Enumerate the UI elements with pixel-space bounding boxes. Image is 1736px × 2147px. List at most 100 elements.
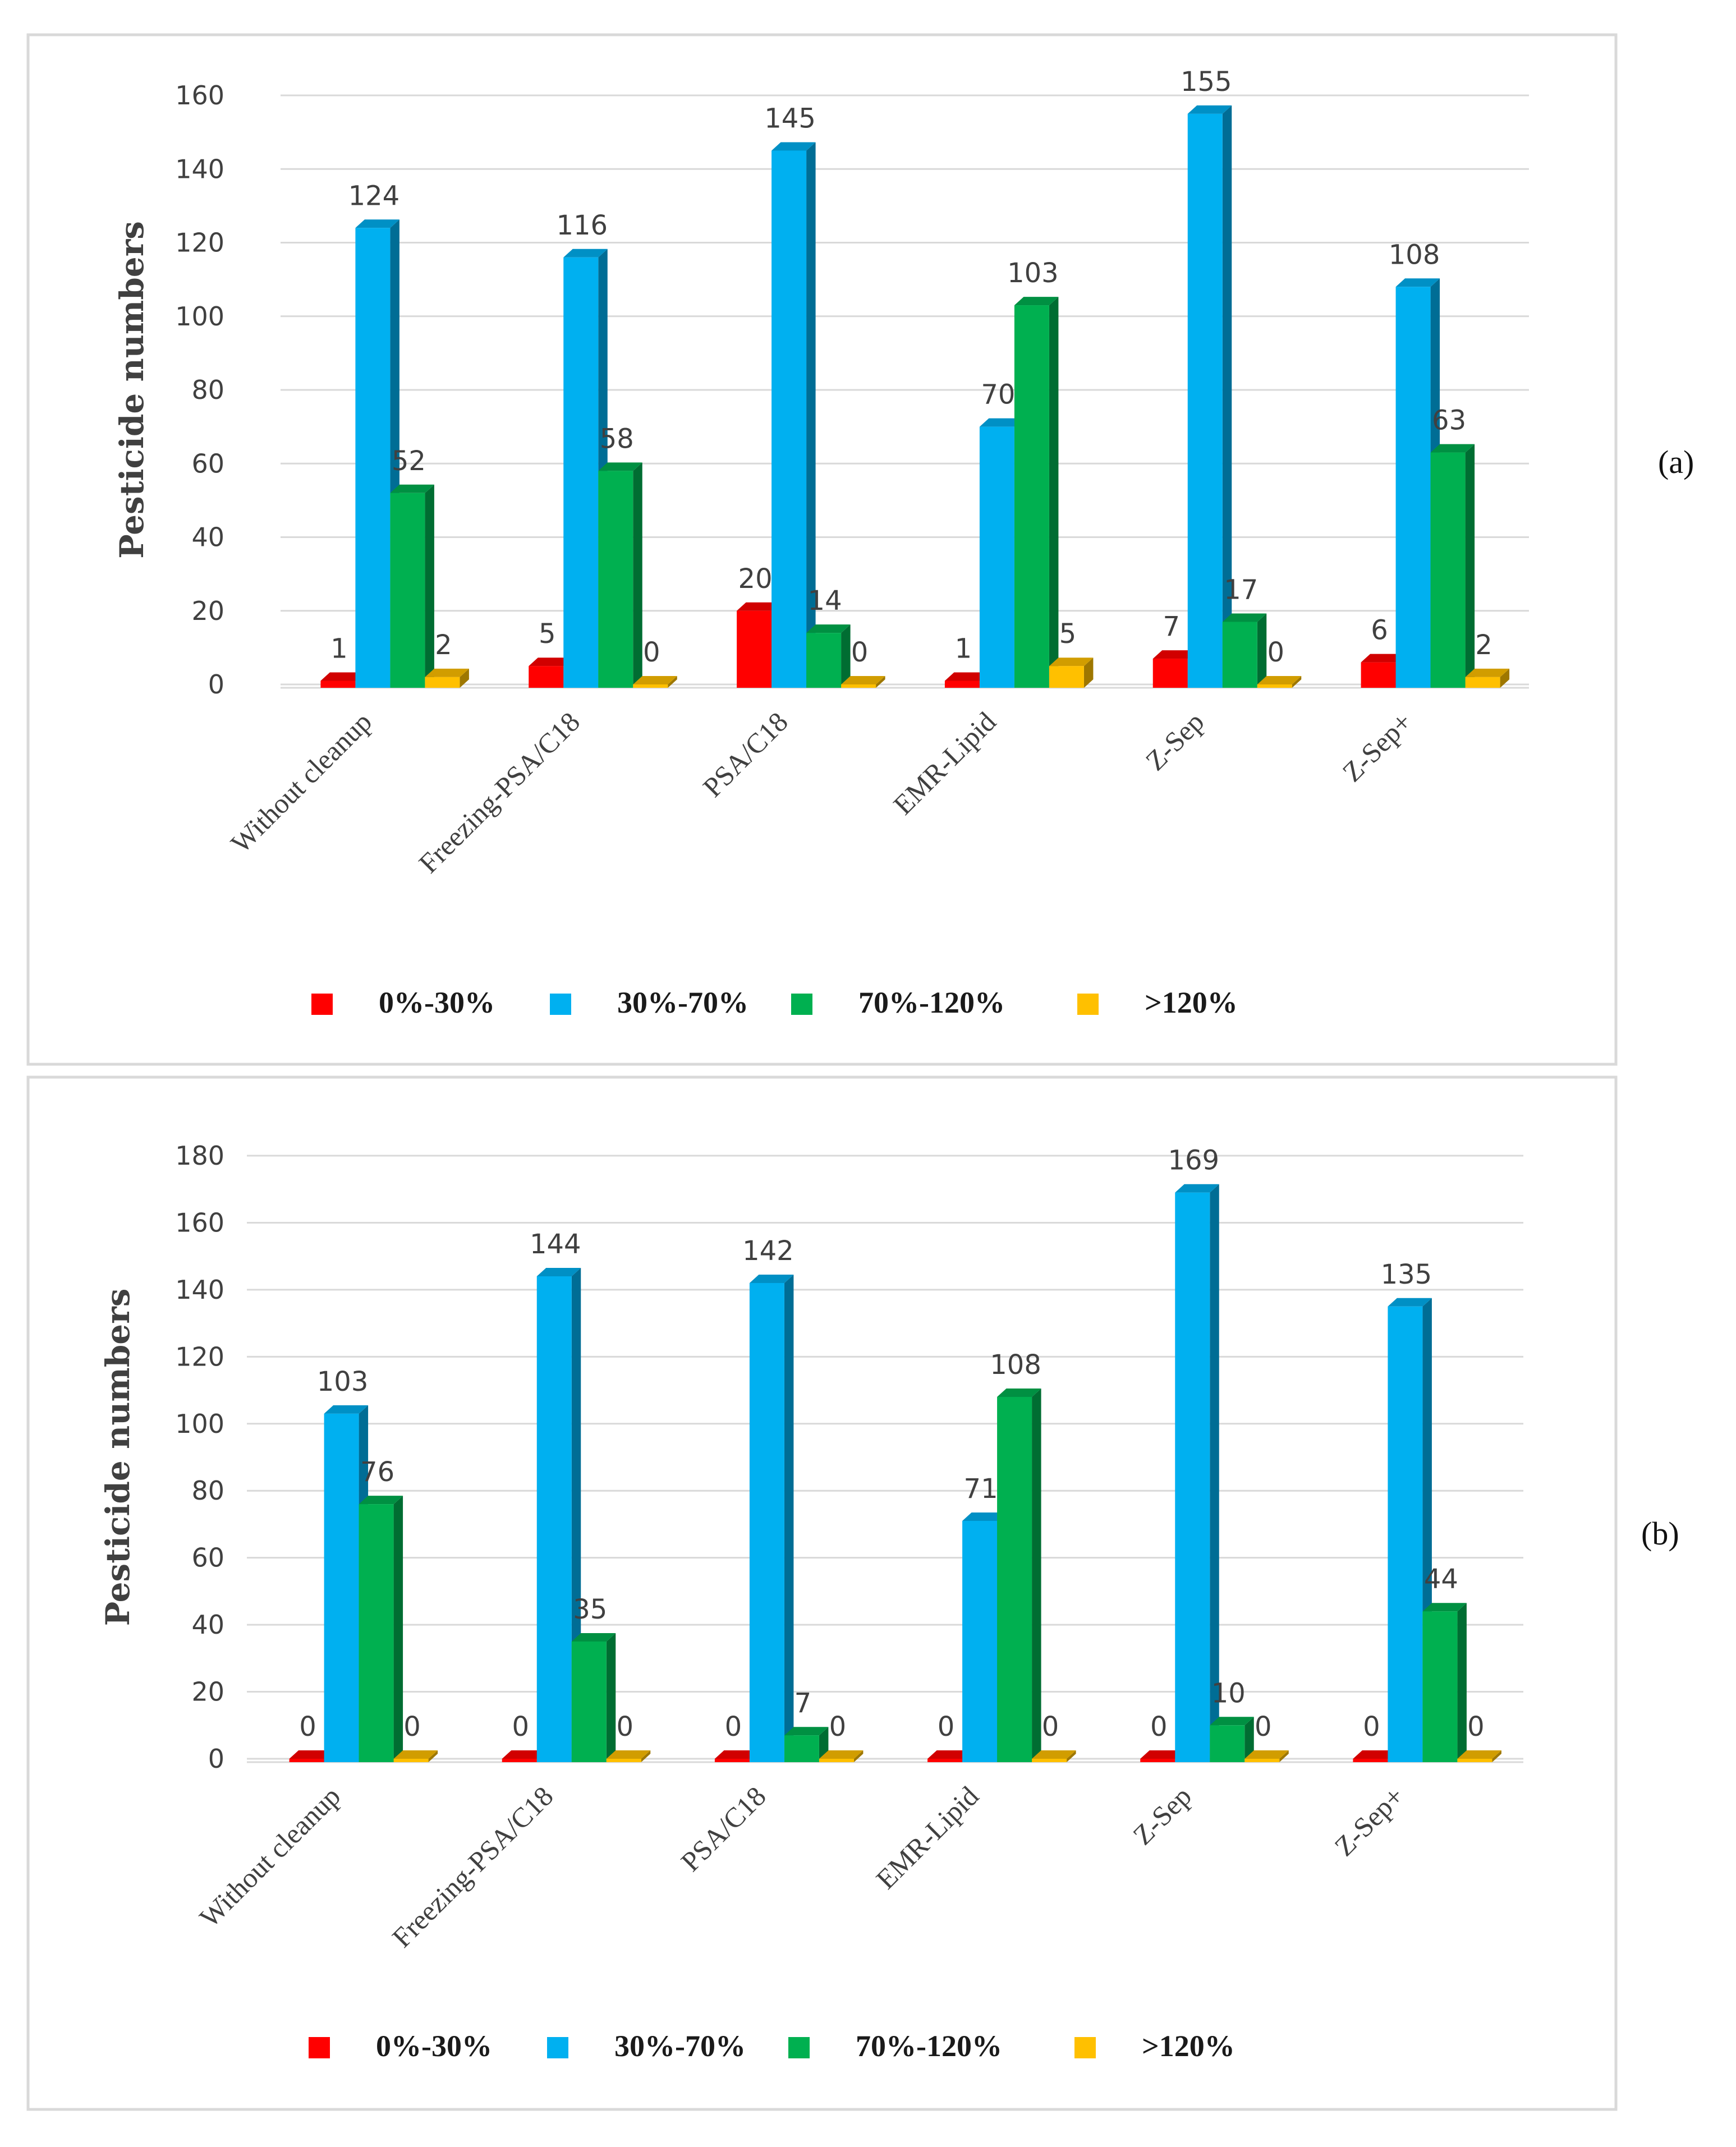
bar-top xyxy=(390,484,434,493)
bar-top xyxy=(359,1496,403,1505)
legend-swatch xyxy=(1077,994,1099,1015)
y-tick-label: 60 xyxy=(191,1543,224,1573)
bar-top xyxy=(355,219,399,228)
y-tick-label: 120 xyxy=(175,1341,224,1372)
bar-0-30- xyxy=(714,1759,750,1762)
bar-top xyxy=(1140,1750,1184,1759)
legend-label: 0%-30% xyxy=(379,986,495,1019)
data-label: 70 xyxy=(981,379,1015,411)
data-label: 71 xyxy=(964,1473,998,1505)
data-label: 7 xyxy=(1163,611,1180,642)
bar-side xyxy=(784,1274,794,1762)
y-tick-label: 0 xyxy=(208,669,224,700)
data-label: 5 xyxy=(1059,618,1077,650)
data-label: 0 xyxy=(403,1711,421,1743)
bar-top xyxy=(1422,1603,1467,1612)
bar-30-70- xyxy=(962,1520,998,1762)
legend-label: 70%-120% xyxy=(856,2029,1002,2063)
bar-top xyxy=(324,1405,369,1414)
data-label: 0 xyxy=(1467,1711,1485,1743)
bar-side xyxy=(1032,1389,1041,1762)
bar-top xyxy=(1457,1750,1501,1759)
y-axis-label: Pesticide numbers xyxy=(113,221,151,559)
data-label: 142 xyxy=(742,1235,794,1267)
bar-top xyxy=(606,1750,651,1759)
data-label: 116 xyxy=(556,210,608,241)
data-label: 108 xyxy=(1389,239,1440,270)
y-tick-label: 40 xyxy=(191,522,224,553)
bar-0-30- xyxy=(1353,1759,1388,1762)
data-label: 1 xyxy=(955,633,972,664)
data-label: 17 xyxy=(1224,574,1258,605)
legend-label: >120% xyxy=(1142,2029,1235,2063)
bar-top xyxy=(1244,1750,1289,1759)
data-label: 20 xyxy=(738,563,773,595)
bar-30-70- xyxy=(324,1413,359,1762)
data-label: 35 xyxy=(573,1594,607,1625)
bar-70-120- xyxy=(571,1641,607,1762)
data-label: 58 xyxy=(600,423,634,454)
y-tick-label: 140 xyxy=(175,1275,224,1305)
bar--120- xyxy=(633,684,668,688)
bar-side xyxy=(1257,613,1267,688)
data-label: 103 xyxy=(317,1366,369,1397)
bar-top xyxy=(1395,278,1440,287)
legend-swatch xyxy=(788,2037,810,2058)
bar-0-30- xyxy=(529,666,564,688)
legend-label: 30%-70% xyxy=(617,986,748,1019)
data-label: 0 xyxy=(829,1711,847,1743)
y-tick-label: 20 xyxy=(191,596,224,626)
panel-label-b-text: (b) xyxy=(1641,1515,1679,1552)
panel-label-a-text: (a) xyxy=(1658,444,1694,480)
bar-top xyxy=(289,1750,334,1759)
bar-top xyxy=(1388,1298,1432,1307)
bar-side xyxy=(1222,105,1232,688)
bar-side xyxy=(1500,668,1510,688)
bar-top xyxy=(529,658,573,666)
bar-side xyxy=(1083,658,1094,688)
bar-top xyxy=(502,1750,546,1759)
legend-swatch xyxy=(550,994,571,1015)
bar-top xyxy=(571,1633,616,1642)
y-tick-label: 100 xyxy=(175,301,224,332)
bar--120- xyxy=(819,1759,854,1762)
bar-30-70- xyxy=(1388,1306,1423,1762)
y-tick-label: 80 xyxy=(191,1475,224,1506)
bar--120- xyxy=(1257,684,1292,688)
bar-side xyxy=(1067,1750,1076,1762)
bar-top xyxy=(944,672,989,681)
bar-top xyxy=(997,1389,1041,1397)
legend-label: 30%-70% xyxy=(614,2029,746,2063)
data-label: 144 xyxy=(530,1229,581,1260)
bar-top xyxy=(425,668,469,677)
bar-side xyxy=(1210,1184,1219,1762)
data-label: 44 xyxy=(1424,1564,1458,1595)
y-tick-label: 160 xyxy=(175,1207,224,1238)
bar-0-30- xyxy=(320,681,356,688)
bar-top xyxy=(714,1750,759,1759)
y-tick-label: 120 xyxy=(175,228,224,258)
bar-side xyxy=(460,668,469,688)
y-tick-label: 100 xyxy=(175,1409,224,1439)
data-label: 0 xyxy=(1042,1711,1059,1743)
bar-top xyxy=(1175,1184,1219,1193)
bar-70-120- xyxy=(390,493,425,688)
bar-side xyxy=(428,1750,438,1762)
data-label: 155 xyxy=(1181,66,1232,98)
bar-30-70- xyxy=(1187,113,1223,688)
bar-0-30- xyxy=(737,610,772,688)
bar-70-120- xyxy=(784,1735,819,1762)
data-label: 145 xyxy=(764,103,816,134)
bar-top xyxy=(737,602,781,611)
bar-70-120- xyxy=(1422,1611,1458,1762)
bar--120- xyxy=(1032,1759,1067,1762)
bar-30-70- xyxy=(1175,1192,1210,1762)
bar-0-30- xyxy=(1361,662,1396,688)
y-tick-label: 180 xyxy=(175,1141,224,1171)
y-tick-label: 140 xyxy=(175,154,224,184)
bar-30-70- xyxy=(1395,287,1431,688)
bar--120- xyxy=(1244,1759,1280,1762)
bar-30-70- xyxy=(771,150,807,688)
panel-a-frame xyxy=(26,33,1618,1066)
bar-70-120- xyxy=(806,633,842,688)
